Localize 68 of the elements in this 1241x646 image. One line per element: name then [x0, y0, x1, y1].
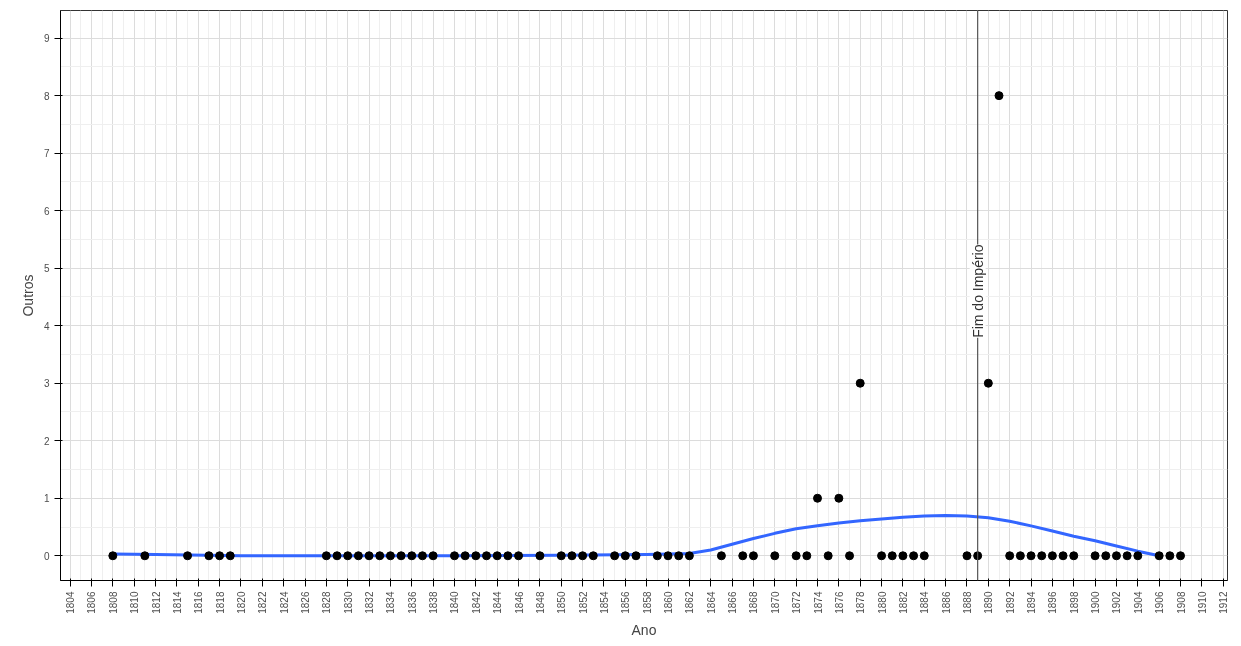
- x-tick-label: 1892: [1004, 591, 1016, 614]
- x-tick-label: 1910: [1196, 591, 1208, 614]
- x-tick-label: 1820: [235, 591, 247, 614]
- x-tick-label: 1822: [257, 591, 269, 614]
- y-tick-label: 0: [43, 550, 50, 562]
- x-tick-label: 1882: [897, 591, 909, 614]
- x-tick-label: 1856: [620, 591, 632, 614]
- x-tick-label: 1878: [855, 591, 867, 614]
- x-tick-label: 1852: [577, 591, 589, 614]
- x-tick-label: 1898: [1068, 591, 1080, 614]
- x-tick-label: 1854: [598, 591, 610, 614]
- x-tick-label: 1828: [321, 591, 333, 614]
- x-tick-label: 1880: [876, 591, 888, 614]
- x-tick-label: 1840: [449, 591, 461, 614]
- x-tick-label: 1812: [150, 591, 162, 614]
- x-tick-label: 1872: [791, 591, 803, 614]
- x-tick-label: 1804: [65, 591, 77, 614]
- x-tick-label: 1894: [1026, 591, 1038, 614]
- x-tick-label: 1848: [534, 591, 546, 614]
- x-tick-label: 1824: [278, 591, 290, 614]
- x-tick-label: 1842: [470, 591, 482, 614]
- x-tick-label: 1888: [961, 591, 973, 614]
- x-tick-label: 1832: [364, 591, 376, 614]
- y-tick-label: 3: [43, 378, 50, 390]
- x-tick-label: 1900: [1090, 591, 1102, 614]
- x-tick-label: 1912: [1218, 591, 1230, 614]
- y-tick-label: 8: [43, 90, 50, 102]
- x-tick-label: 1906: [1154, 591, 1166, 614]
- x-tick-label: 1858: [641, 591, 653, 614]
- x-tick-label: 1850: [556, 591, 568, 614]
- x-tick-label: 1904: [1132, 591, 1144, 614]
- x-tick-label: 1886: [940, 591, 952, 614]
- x-tick-label: 1834: [385, 591, 397, 614]
- y-tick-label: 2: [43, 435, 50, 447]
- y-tick-label: 6: [43, 205, 50, 217]
- y-axis-title: Outros: [19, 274, 36, 317]
- x-tick-label: 1876: [833, 591, 845, 614]
- x-tick-label: 1814: [171, 591, 183, 614]
- x-tick-label: 1874: [812, 591, 824, 614]
- y-tick-label: 7: [43, 148, 50, 160]
- x-tick-label: 1862: [684, 591, 696, 614]
- x-tick-label: 1902: [1111, 591, 1123, 614]
- x-tick-label: 1844: [492, 591, 504, 614]
- ref-line-label: Fim do Império: [969, 244, 986, 338]
- x-tick-label: 1890: [983, 591, 995, 614]
- x-tick-label: 1830: [342, 591, 354, 614]
- x-tick-label: 1816: [193, 591, 205, 614]
- x-tick-label: 1838: [428, 591, 440, 614]
- y-tick-label: 5: [43, 263, 50, 275]
- x-tick-label: 1826: [300, 591, 311, 614]
- x-tick-label: 1806: [86, 591, 98, 614]
- x-tick-label: 1808: [107, 591, 119, 614]
- x-tick-label: 1810: [129, 591, 141, 614]
- y-tick-label: 1: [43, 493, 50, 505]
- x-tick-label: 1896: [1047, 591, 1059, 614]
- x-axis-title: Ano: [631, 621, 657, 638]
- x-tick-label: 1864: [705, 591, 717, 614]
- x-tick-label: 1908: [1175, 591, 1187, 614]
- y-tick-label: 4: [43, 320, 50, 332]
- x-tick-label: 1860: [663, 591, 675, 614]
- x-tick-label: 1836: [406, 591, 418, 614]
- y-tick-label: 9: [43, 33, 50, 45]
- x-tick-label: 1846: [513, 591, 525, 614]
- x-tick-label: 1866: [727, 591, 739, 614]
- x-tick-label: 1870: [769, 591, 781, 614]
- x-tick-label: 1884: [919, 591, 931, 614]
- x-tick-label: 1868: [748, 591, 760, 614]
- x-tick-label: 1818: [214, 591, 226, 614]
